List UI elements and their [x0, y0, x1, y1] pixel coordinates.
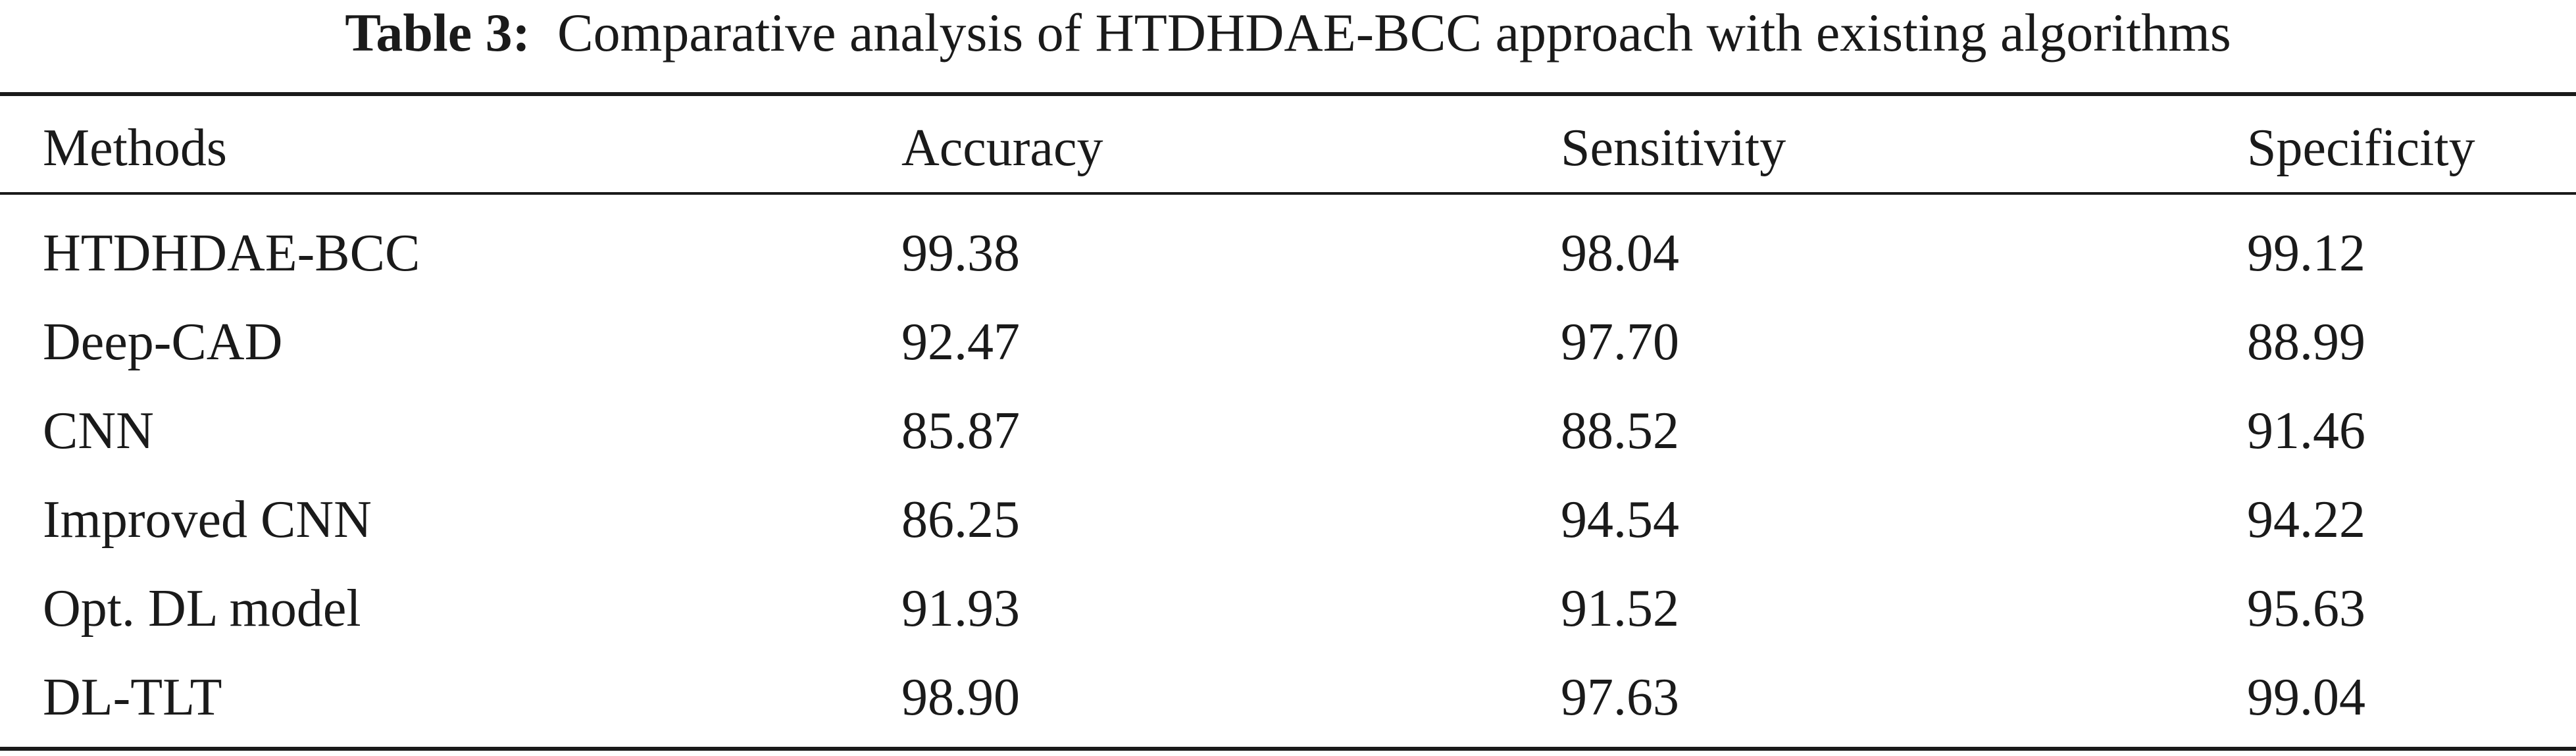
sensitivity-cell: 94.54: [1561, 491, 1679, 549]
table-header-rule: [0, 192, 2576, 195]
table-caption-text: Comparative analysis of HTDHDAE-BCC appr…: [557, 3, 2231, 63]
table-top-rule: [0, 92, 2576, 96]
specificity-cell: 94.22: [2247, 491, 2365, 549]
specificity-cell: 99.04: [2247, 668, 2365, 726]
accuracy-cell: 99.38: [901, 224, 1020, 282]
header-methods: Methods: [43, 119, 227, 177]
table-row: HTDHDAE-BCC 99.38 98.04 99.12: [0, 211, 2576, 296]
method-cell: Improved CNN: [43, 491, 372, 549]
method-cell: Deep-CAD: [43, 313, 283, 371]
table-row: Opt. DL model 91.93 91.52 95.63: [0, 566, 2576, 651]
table-caption: Table 3: Comparative analysis of HTDHDAE…: [0, 0, 2576, 66]
table-row: CNN 85.87 88.52 91.46: [0, 388, 2576, 474]
method-cell: CNN: [43, 402, 154, 460]
table-row: Improved CNN 86.25 94.54 94.22: [0, 477, 2576, 563]
accuracy-cell: 98.90: [901, 668, 1020, 726]
sensitivity-cell: 91.52: [1561, 580, 1679, 638]
specificity-cell: 99.12: [2247, 224, 2365, 282]
table-row: DL-TLT 98.90 97.63 99.04: [0, 655, 2576, 740]
sensitivity-cell: 97.63: [1561, 668, 1679, 726]
sensitivity-cell: 97.70: [1561, 313, 1679, 371]
sensitivity-cell: 98.04: [1561, 224, 1679, 282]
table-bottom-rule: [0, 747, 2576, 751]
method-cell: Opt. DL model: [43, 580, 361, 638]
header-specificity: Specificity: [2247, 119, 2475, 177]
accuracy-cell: 86.25: [901, 491, 1020, 549]
header-sensitivity: Sensitivity: [1561, 119, 1786, 177]
accuracy-cell: 92.47: [901, 313, 1020, 371]
sensitivity-cell: 88.52: [1561, 402, 1679, 460]
table-caption-label: Table 3:: [345, 3, 530, 63]
specificity-cell: 88.99: [2247, 313, 2365, 371]
header-accuracy: Accuracy: [901, 119, 1103, 177]
method-cell: DL-TLT: [43, 668, 222, 726]
specificity-cell: 95.63: [2247, 580, 2365, 638]
accuracy-cell: 91.93: [901, 580, 1020, 638]
table-row: Deep-CAD 92.47 97.70 88.99: [0, 299, 2576, 385]
table-header-row: Methods Accuracy Sensitivity Specificity: [0, 105, 2576, 191]
method-cell: HTDHDAE-BCC: [43, 224, 420, 282]
specificity-cell: 91.46: [2247, 402, 2365, 460]
accuracy-cell: 85.87: [901, 402, 1020, 460]
